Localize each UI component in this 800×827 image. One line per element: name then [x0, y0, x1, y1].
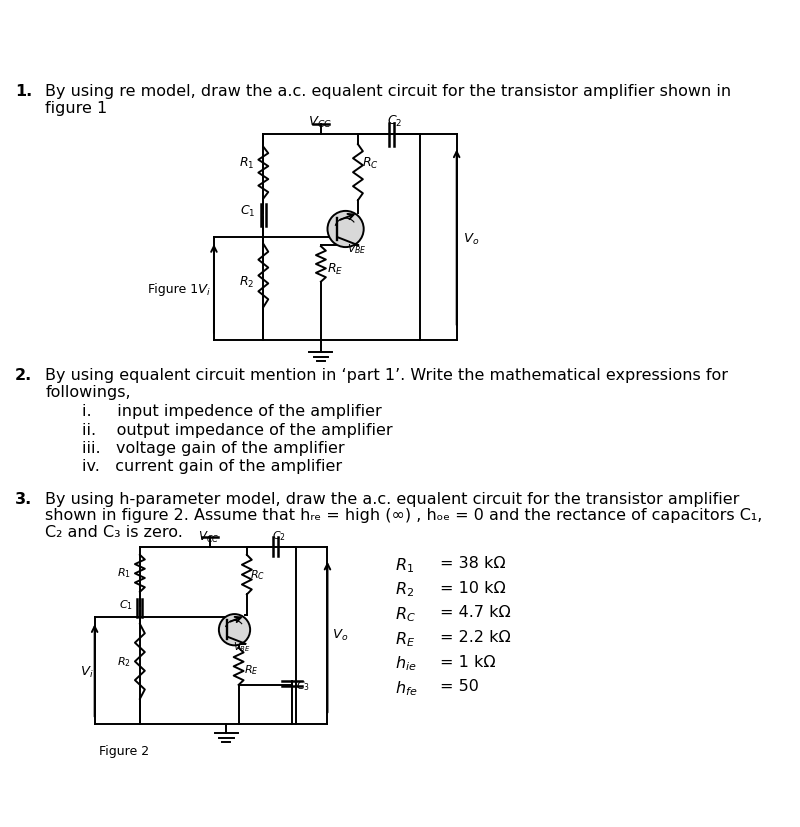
- Text: = 38 kΩ: = 38 kΩ: [440, 555, 506, 570]
- Text: $R_C$: $R_C$: [250, 567, 266, 581]
- Text: $V_{CC}$: $V_{CC}$: [308, 115, 332, 130]
- Text: 1.: 1.: [15, 84, 32, 99]
- Text: = 1 kΩ: = 1 kΩ: [440, 654, 496, 669]
- Text: iii.   voltage gain of the amplifier: iii. voltage gain of the amplifier: [82, 440, 345, 455]
- Text: $h_{ie}$: $h_{ie}$: [395, 654, 417, 672]
- Text: figure 1: figure 1: [46, 101, 107, 116]
- Text: = 2.2 kΩ: = 2.2 kΩ: [440, 629, 511, 644]
- Text: = 4.7 kΩ: = 4.7 kΩ: [440, 605, 511, 619]
- Text: By using h-parameter model, draw the a.c. equalent circuit for the transistor am: By using h-parameter model, draw the a.c…: [46, 491, 740, 506]
- Text: $R_1$: $R_1$: [395, 555, 414, 574]
- Circle shape: [219, 614, 250, 646]
- Text: $R_2$: $R_2$: [117, 655, 130, 668]
- Text: $R_1$: $R_1$: [238, 155, 254, 171]
- Text: $C_2$: $C_2$: [272, 529, 286, 543]
- Text: Figure 1: Figure 1: [148, 282, 198, 295]
- Text: 2.: 2.: [15, 368, 32, 383]
- Text: i.     input impedence of the amplifier: i. input impedence of the amplifier: [82, 404, 382, 419]
- Text: $V_i$: $V_i$: [80, 663, 94, 679]
- Text: $V_{BE}$: $V_{BE}$: [233, 640, 250, 653]
- Text: By using re model, draw the a.c. equalent circuit for the transistor amplifier s: By using re model, draw the a.c. equalen…: [46, 84, 731, 99]
- Text: = 50: = 50: [440, 678, 479, 693]
- Text: $C_1$: $C_1$: [119, 598, 134, 612]
- Text: followings,: followings,: [46, 385, 131, 399]
- Text: $C_1$: $C_1$: [240, 203, 256, 218]
- Text: $V_{BE}$: $V_{BE}$: [347, 242, 367, 256]
- Text: $R_E$: $R_E$: [243, 662, 258, 676]
- Text: ii.    output impedance of the amplifier: ii. output impedance of the amplifier: [82, 422, 393, 437]
- Text: By using equalent circuit mention in ‘part 1’. Write the mathematical expression: By using equalent circuit mention in ‘pa…: [46, 368, 728, 383]
- Text: $R_1$: $R_1$: [117, 565, 131, 579]
- Text: C₂ and C₃ is zero.: C₂ and C₃ is zero.: [46, 524, 183, 539]
- Text: Figure 2: Figure 2: [98, 744, 149, 758]
- Text: iv.   current gain of the amplifier: iv. current gain of the amplifier: [82, 458, 342, 473]
- Text: $R_2$: $R_2$: [395, 580, 414, 599]
- Text: $R_2$: $R_2$: [238, 275, 254, 290]
- Text: $V_{CC}$: $V_{CC}$: [198, 529, 220, 544]
- Text: 3.: 3.: [15, 491, 32, 506]
- Text: shown in figure 2. Assume that hᵣₑ = high (∞) , hₒₑ = 0 and the rectance of capa: shown in figure 2. Assume that hᵣₑ = hig…: [46, 508, 762, 523]
- Text: $R_E$: $R_E$: [395, 629, 415, 648]
- Text: $V_i$: $V_i$: [198, 282, 211, 298]
- Text: = 10 kΩ: = 10 kΩ: [440, 580, 506, 595]
- Text: $R_E$: $R_E$: [327, 262, 344, 277]
- Text: $C_3$: $C_3$: [296, 678, 310, 692]
- Text: $V_o$: $V_o$: [333, 627, 349, 642]
- Text: $V_o$: $V_o$: [463, 232, 479, 246]
- Text: $C_2$: $C_2$: [386, 114, 402, 129]
- Text: $R_C$: $R_C$: [362, 155, 379, 171]
- Circle shape: [327, 212, 364, 248]
- Text: $h_{fe}$: $h_{fe}$: [395, 678, 418, 697]
- Text: $R_C$: $R_C$: [395, 605, 416, 624]
